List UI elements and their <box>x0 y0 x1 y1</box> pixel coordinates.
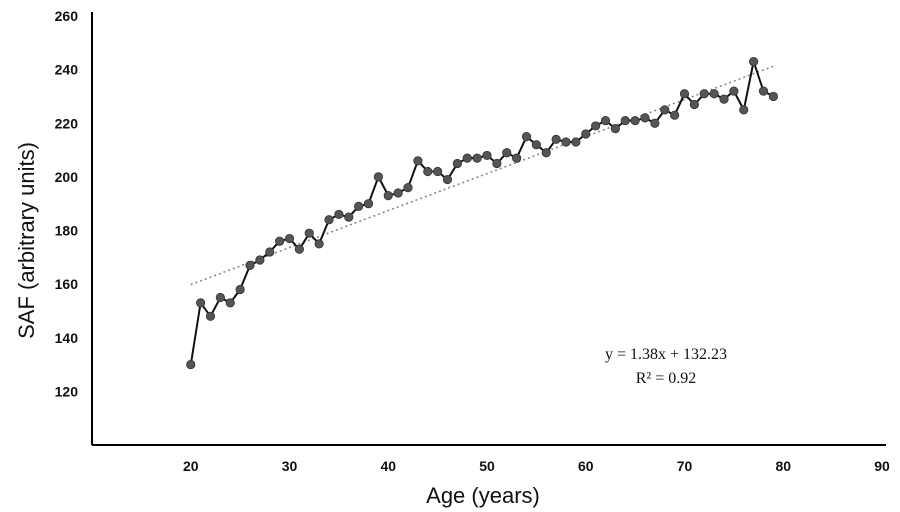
data-point <box>561 137 571 147</box>
x-tick-label: 30 <box>282 458 298 474</box>
data-point <box>689 99 699 110</box>
data-point <box>423 166 433 177</box>
data-point <box>334 209 344 220</box>
data-point <box>265 247 275 257</box>
data-point <box>275 236 285 246</box>
data-point <box>551 134 561 144</box>
data-point <box>620 115 630 126</box>
data-point <box>294 244 304 254</box>
data-point <box>433 166 443 177</box>
data-point <box>521 132 532 142</box>
series-line <box>189 57 774 365</box>
data-point <box>472 153 482 163</box>
y-tick-label: 240 <box>55 62 79 78</box>
data-point <box>591 121 601 131</box>
regression-equation: y = 1.38x + 132.23 <box>605 346 727 363</box>
data-point <box>581 129 591 139</box>
x-tick-label: 20 <box>183 458 199 474</box>
data-point <box>749 56 759 67</box>
data-point <box>344 212 354 222</box>
data-point <box>196 298 206 308</box>
y-axis-title: SAF (arbitrary units) <box>14 142 39 339</box>
data-point <box>541 148 551 158</box>
data-point <box>413 156 423 166</box>
data-point <box>186 359 196 370</box>
data-point <box>699 89 709 99</box>
x-axis-ticks: 20 30 40 50 60 70 80 90 <box>183 458 890 474</box>
data-point <box>650 118 660 128</box>
data-point <box>462 153 472 163</box>
data-point <box>215 292 225 303</box>
y-tick-label: 200 <box>55 169 79 185</box>
data-point <box>403 183 413 193</box>
data-point <box>610 124 620 134</box>
data-point <box>235 284 245 295</box>
y-tick-label: 220 <box>55 115 79 131</box>
y-tick-label: 140 <box>55 330 79 346</box>
data-point <box>393 188 403 198</box>
data-point <box>719 94 729 104</box>
data-points <box>186 56 778 370</box>
data-point <box>729 86 739 96</box>
data-point <box>373 172 383 182</box>
y-tick-label: 260 <box>55 8 79 24</box>
x-tick-label: 60 <box>578 458 594 474</box>
data-point <box>670 110 680 120</box>
data-point <box>314 239 324 249</box>
data-point <box>354 201 364 211</box>
data-point <box>225 298 235 308</box>
x-tick-label: 40 <box>380 458 396 474</box>
data-point <box>452 158 462 169</box>
y-tick-label: 180 <box>55 223 79 239</box>
y-tick-label: 160 <box>55 276 79 292</box>
data-point <box>482 150 492 161</box>
data-point <box>640 113 650 123</box>
x-tick-label: 80 <box>775 458 791 474</box>
data-point <box>739 105 749 115</box>
data-point <box>304 228 314 238</box>
data-point <box>512 153 522 163</box>
x-tick-label: 90 <box>874 458 890 474</box>
data-point <box>531 140 541 150</box>
x-axis-title: Age (years) <box>426 483 540 508</box>
trendline <box>190 65 774 286</box>
data-point <box>709 89 719 99</box>
data-point <box>571 137 581 147</box>
data-point <box>758 86 769 96</box>
x-tick-label: 50 <box>479 458 495 474</box>
r-squared-label: R² = 0.92 <box>636 370 697 387</box>
data-point <box>324 215 334 225</box>
data-point <box>284 233 295 244</box>
data-point <box>205 311 216 321</box>
data-point <box>255 255 265 265</box>
y-axis-ticks: 120 140 160 180 200 220 240 260 <box>55 8 79 399</box>
y-tick-label: 120 <box>55 383 79 399</box>
data-point <box>502 148 512 158</box>
data-point <box>630 115 640 126</box>
data-point <box>245 260 255 270</box>
data-point <box>768 91 778 102</box>
data-point <box>383 191 393 201</box>
data-point <box>660 105 670 115</box>
data-point <box>442 174 453 185</box>
data-point <box>600 115 611 126</box>
x-tick-label: 70 <box>677 458 693 474</box>
data-point <box>492 158 502 169</box>
data-point <box>679 89 690 99</box>
data-point <box>363 199 374 209</box>
